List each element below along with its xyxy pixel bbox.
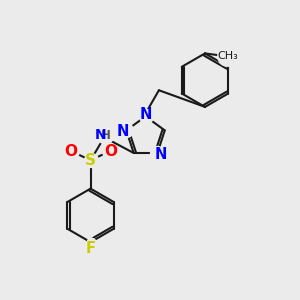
Text: N: N	[140, 107, 152, 122]
Text: O: O	[104, 144, 117, 159]
Text: H: H	[100, 129, 110, 142]
Text: N: N	[155, 147, 167, 162]
Text: CH₃: CH₃	[217, 51, 238, 62]
Text: F: F	[85, 241, 96, 256]
Text: N: N	[117, 124, 129, 140]
Text: S: S	[85, 153, 96, 168]
Text: N: N	[94, 128, 106, 142]
Text: O: O	[64, 144, 77, 159]
